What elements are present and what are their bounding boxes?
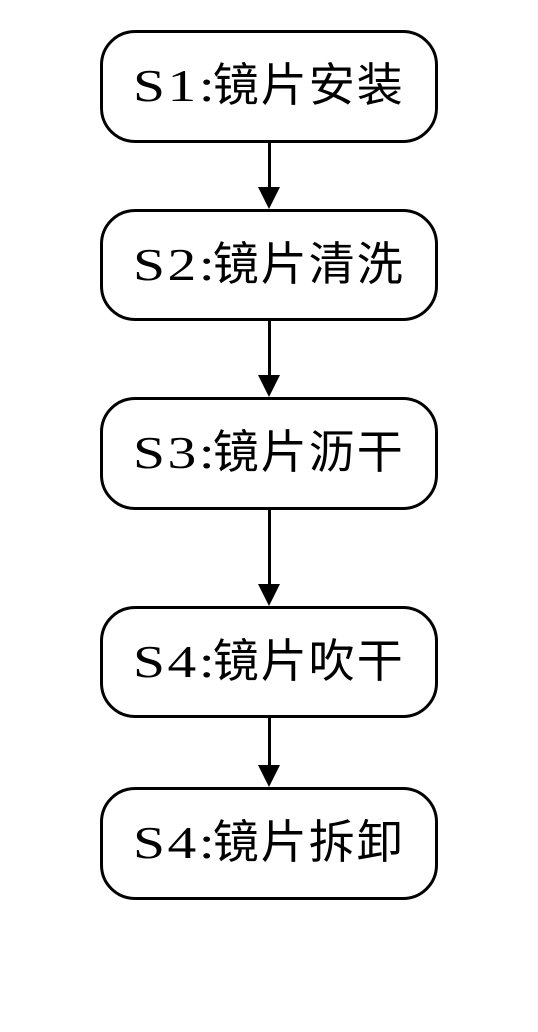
arrow-shaft [268, 143, 271, 188]
node-label: 镜片拆卸 [213, 817, 405, 868]
flow-node-s2: S2:镜片清洗 [100, 209, 437, 322]
arrow-shaft [268, 718, 271, 766]
flow-arrow [258, 321, 280, 397]
node-prefix: S2: [133, 240, 217, 291]
arrow-head-icon [258, 187, 280, 209]
node-label: 镜片安装 [213, 60, 405, 111]
node-label: 镜片沥干 [213, 427, 405, 478]
node-prefix: S3: [133, 428, 217, 479]
arrow-shaft [268, 321, 271, 376]
flow-node-s3: S3:镜片沥干 [100, 397, 437, 510]
arrow-head-icon [258, 584, 280, 606]
arrow-head-icon [258, 375, 280, 397]
node-prefix: S4: [133, 637, 217, 688]
flow-node-s1: S1:镜片安装 [100, 30, 437, 143]
flow-node-s4: S4:镜片吹干 [100, 606, 437, 719]
flow-arrow [258, 510, 280, 606]
arrow-head-icon [258, 765, 280, 787]
flow-node-s5: S4:镜片拆卸 [100, 787, 437, 900]
node-label: 镜片吹干 [213, 636, 405, 687]
flow-arrow [258, 718, 280, 787]
flowchart-container: S1:镜片安装 S2:镜片清洗 S3:镜片沥干 S4:镜片吹干 S4:镜片拆卸 [0, 0, 538, 1032]
node-prefix: S4: [133, 818, 217, 869]
flow-arrow [258, 143, 280, 209]
node-label: 镜片清洗 [213, 239, 405, 290]
node-prefix: S1: [133, 61, 217, 112]
arrow-shaft [268, 510, 271, 585]
